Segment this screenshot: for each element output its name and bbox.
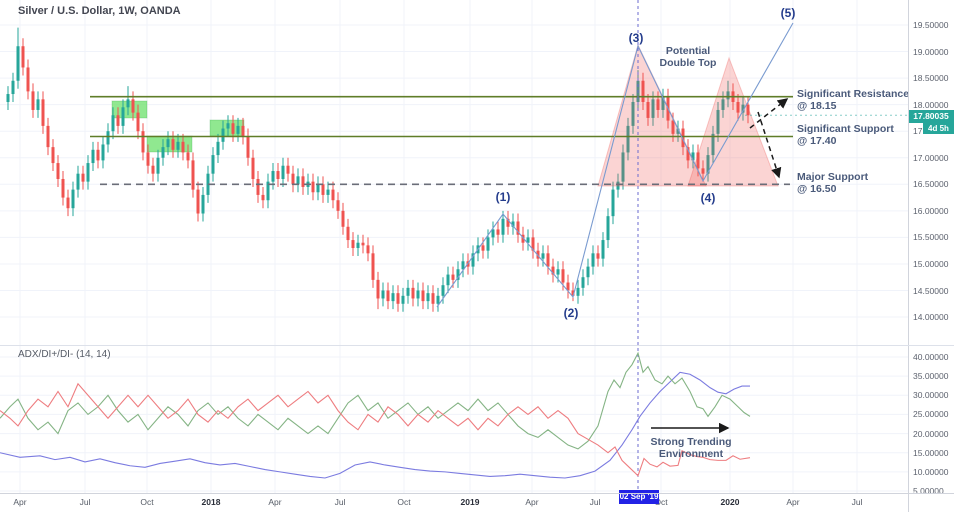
time-axis-label: 2018 [201,497,221,507]
time-axis-border [0,493,954,494]
time-axis-label: Apr [786,497,800,507]
trending-label[interactable]: Strong Trending Environment [650,436,732,460]
double-top-label[interactable]: Potential Double Top [659,45,717,69]
price-tick-label: 15.50000 [913,232,949,243]
bar-countdown-tag: 4d 5h [923,123,954,134]
indicator-tick-label: 35.00000 [913,371,949,382]
price-tick-label: 16.50000 [913,179,949,190]
price-tick-label: 18.50000 [913,73,949,84]
time-axis-label: 2019 [460,497,480,507]
adx-line [0,371,750,479]
price-tick-label: 19.50000 [913,20,949,30]
price-tick-label: 14.50000 [913,285,949,296]
indicator-title[interactable]: ADX/DI+/DI- (14, 14) [18,349,111,360]
time-axis-label: 2020 [720,497,740,507]
indicator-tick-label: 20.00000 [913,428,949,439]
indicator-tick-label: 25.00000 [913,409,949,420]
indicator-tick-label: 5.00000 [913,486,944,496]
time-axis-label: Jul [79,497,91,507]
major-support-label[interactable]: Major Support @ 16.50 [797,171,869,195]
time-axis-label: Apr [268,497,282,507]
di--line [0,382,751,477]
price-tick-label: 18.00000 [913,99,949,110]
trend-line[interactable] [436,22,794,308]
wave-label[interactable]: (3) [628,31,644,45]
indicator-tick-label: 40.00000 [913,352,949,362]
di+-line [0,351,751,450]
last-price-tag: 17.80035 [908,110,954,123]
indicator-tick-label: 30.00000 [913,390,949,401]
time-axis-label: Jul [589,497,601,507]
price-tick-label: 17.00000 [913,152,949,163]
time-axis-label: Apr [13,497,27,507]
time-axis-label: Oct [397,497,411,507]
indicator-tick-label: 10.00000 [913,466,949,477]
price-axis-border [908,0,909,512]
wave-label[interactable]: (2) [563,306,579,320]
price-tick-label: 16.00000 [913,205,949,216]
price-tick-label: 14.00000 [913,312,949,323]
time-axis-label: Jul [851,497,863,507]
resistance-label[interactable]: Significant Resistance @ 18.15 [797,88,910,112]
indicator-tick-label: 15.00000 [913,447,949,458]
time-axis-label: Apr [525,497,539,507]
support-label[interactable]: Significant Support @ 17.40 [797,123,894,147]
wave-label[interactable]: (4) [700,191,716,205]
symbol-title[interactable]: Silver / U.S. Dollar, 1W, OANDA [18,5,181,17]
price-tick-label: 15.00000 [913,258,949,269]
projection-arrows[interactable] [749,98,789,179]
time-axis-label: Jul [334,497,346,507]
grid [0,0,908,493]
wave-label[interactable]: (5) [780,6,796,20]
time-axis-label: Oct [140,497,154,507]
price-tick-label: 19.00000 [913,46,949,57]
candlestick-series [6,27,750,312]
wave-label[interactable]: (1) [495,190,511,204]
pane-divider[interactable] [0,345,954,346]
time-axis-label: Oct [654,497,668,507]
